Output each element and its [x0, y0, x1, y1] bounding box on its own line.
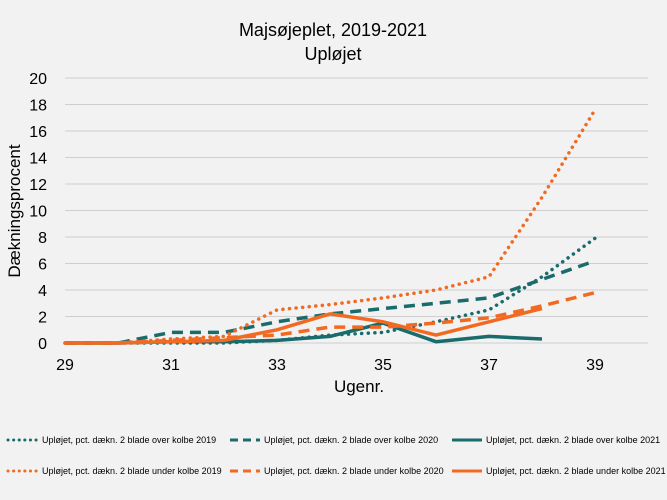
chart-subtitle: Upløjet	[304, 44, 361, 64]
x-axis-title: Ugenr.	[334, 377, 384, 396]
series-line-6	[65, 306, 543, 345]
chart-title: Majsøjeplet, 2019-2021	[239, 20, 427, 40]
legend-label-2: Upløjet, pct. dækn. 2 blade over kolbe 2…	[264, 435, 438, 445]
legend-label-5: Upløjet, pct. dækn. 2 blade under kolbe …	[264, 466, 444, 476]
y-tick-label: 8	[38, 230, 47, 247]
y-tick-label: 20	[29, 71, 47, 88]
series-line-2	[65, 259, 596, 345]
series-line-1	[63, 236, 597, 345]
x-tick-label: 37	[480, 357, 498, 374]
x-tick-label: 29	[56, 357, 74, 374]
legend-label-4: Upløjet, pct. dækn. 2 blade under kolbe …	[42, 466, 222, 476]
y-tick-label: 18	[29, 98, 47, 115]
series-line-4	[63, 108, 597, 345]
legend-label-3: Upløjet, pct. dækn. 2 blade over kolbe 2…	[486, 435, 660, 445]
y-tick-label: 14	[29, 151, 47, 168]
tick-labels: 0 2 4 6 8 10 12 14 16 18 20 29 31 33 35 37 39	[29, 71, 604, 374]
legend-label-6: Upløjet, pct. dækn. 2 blade under kolbe …	[486, 466, 666, 476]
y-tick-label: 6	[38, 257, 47, 274]
y-tick-label: 2	[38, 310, 47, 327]
x-tick-label: 39	[586, 357, 604, 374]
x-tick-label: 35	[374, 357, 392, 374]
y-tick-label: 10	[29, 204, 47, 221]
y-tick-label: 12	[29, 177, 47, 194]
y-tick-label: 16	[29, 124, 47, 141]
x-tick-label: 31	[162, 357, 180, 374]
x-tick-label: 33	[268, 357, 286, 374]
y-tick-label: 0	[38, 336, 47, 353]
legend: Upløjet, pct. dækn. 2 blade over kolbe 2…	[6, 435, 666, 476]
grid-lines	[65, 77, 648, 344]
y-axis-title: Dækningsprocent	[5, 144, 24, 278]
series-lines	[63, 108, 597, 345]
legend-label-1: Upløjet, pct. dækn. 2 blade over kolbe 2…	[42, 435, 216, 445]
y-tick-label: 4	[38, 283, 47, 300]
